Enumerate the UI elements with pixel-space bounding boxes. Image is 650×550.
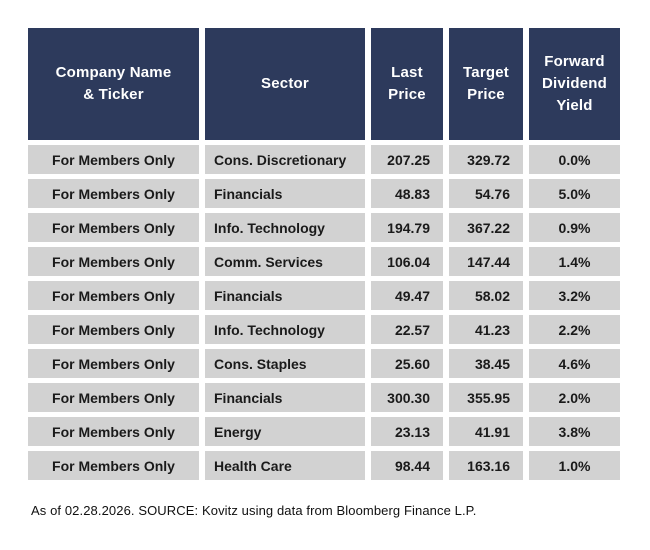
cell-dividend-yield: 5.0% [529,179,620,208]
cell-sector: Info. Technology [205,213,365,242]
cell-sector: Financials [205,179,365,208]
cell-target-price: 41.91 [449,417,523,446]
cell-sector: Financials [205,383,365,412]
cell-company: For Members Only [28,213,199,242]
cell-dividend-yield: 2.2% [529,315,620,344]
cell-last-price: 207.25 [371,145,443,174]
cell-target-price: 367.22 [449,213,523,242]
cell-last-price: 22.57 [371,315,443,344]
cell-last-price: 300.30 [371,383,443,412]
cell-sector: Cons. Discretionary [205,145,365,174]
cell-target-price: 163.16 [449,451,523,480]
cell-sector: Cons. Staples [205,349,365,378]
cell-last-price: 194.79 [371,213,443,242]
col-header-dividend-yield: Forward Dividend Yield [529,28,620,140]
cell-last-price: 98.44 [371,451,443,480]
cell-last-price: 48.83 [371,179,443,208]
cell-sector: Financials [205,281,365,310]
cell-dividend-yield: 1.0% [529,451,620,480]
cell-dividend-yield: 3.8% [529,417,620,446]
cell-sector: Comm. Services [205,247,365,276]
cell-target-price: 329.72 [449,145,523,174]
cell-last-price: 49.47 [371,281,443,310]
cell-company: For Members Only [28,281,199,310]
cell-target-price: 355.95 [449,383,523,412]
cell-company: For Members Only [28,451,199,480]
source-note: As of 02.28.2026. SOURCE: Kovitz using d… [31,503,477,518]
cell-target-price: 147.44 [449,247,523,276]
cell-company: For Members Only [28,383,199,412]
cell-sector: Energy [205,417,365,446]
cell-last-price: 23.13 [371,417,443,446]
col-header-target-price: Target Price [449,28,523,140]
cell-target-price: 58.02 [449,281,523,310]
cell-dividend-yield: 2.0% [529,383,620,412]
cell-company: For Members Only [28,349,199,378]
cell-target-price: 41.23 [449,315,523,344]
cell-dividend-yield: 1.4% [529,247,620,276]
cell-company: For Members Only [28,145,199,174]
cell-dividend-yield: 0.0% [529,145,620,174]
cell-last-price: 106.04 [371,247,443,276]
cell-last-price: 25.60 [371,349,443,378]
cell-sector: Info. Technology [205,315,365,344]
cell-company: For Members Only [28,417,199,446]
cell-dividend-yield: 4.6% [529,349,620,378]
cell-sector: Health Care [205,451,365,480]
col-header-company: Company Name & Ticker [28,28,199,140]
cell-target-price: 54.76 [449,179,523,208]
cell-company: For Members Only [28,247,199,276]
data-table: Company Name & Ticker Sector Last Price … [28,28,620,480]
cell-company: For Members Only [28,179,199,208]
cell-dividend-yield: 3.2% [529,281,620,310]
cell-dividend-yield: 0.9% [529,213,620,242]
cell-company: For Members Only [28,315,199,344]
cell-target-price: 38.45 [449,349,523,378]
col-header-sector: Sector [205,28,365,140]
col-header-last-price: Last Price [371,28,443,140]
